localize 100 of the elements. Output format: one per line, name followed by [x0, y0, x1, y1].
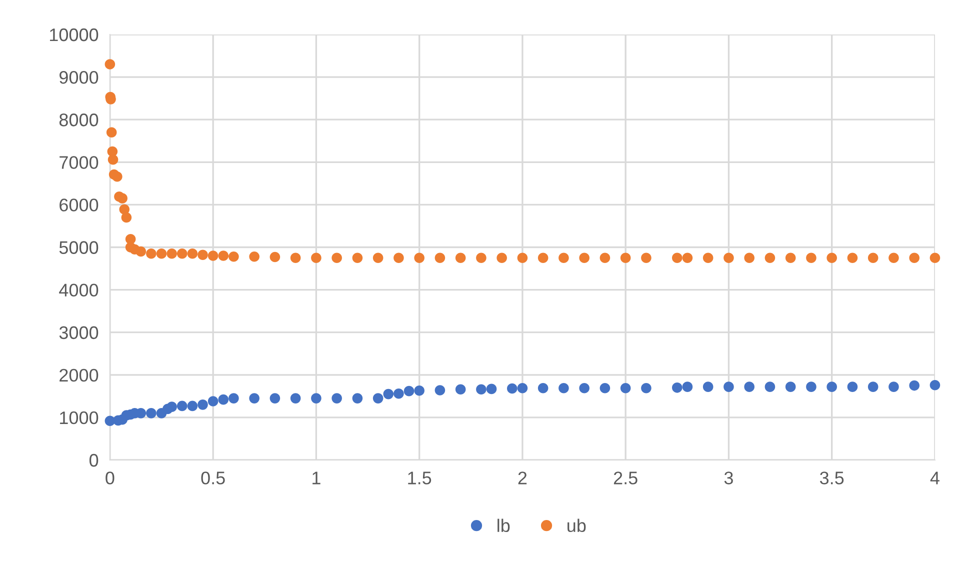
- point: [394, 252, 404, 264]
- point: [394, 388, 404, 399]
- point: [486, 384, 497, 394]
- point: [847, 382, 858, 392]
- point: [517, 252, 528, 264]
- point: [579, 252, 590, 264]
- point: [672, 252, 682, 264]
- point: [166, 248, 177, 259]
- point: [198, 250, 208, 260]
- point: [888, 252, 899, 264]
- point: [112, 171, 122, 182]
- point: [506, 383, 518, 394]
- y-tick-label: 2000: [60, 368, 98, 382]
- point: [332, 252, 342, 264]
- point: [641, 252, 652, 264]
- x-tick-label: 1.5: [408, 472, 432, 484]
- point: [930, 380, 940, 390]
- x-tick-label: 1: [312, 472, 320, 484]
- point: [476, 252, 486, 264]
- point: [517, 382, 528, 394]
- y-tick-label: 0: [89, 454, 98, 467]
- point: [352, 393, 363, 404]
- point: [579, 382, 590, 394]
- point: [558, 252, 569, 264]
- point: [744, 382, 754, 392]
- point: [847, 252, 858, 264]
- point: [332, 393, 342, 404]
- point: [826, 382, 837, 392]
- point: [311, 252, 322, 264]
- point: [156, 248, 167, 259]
- y-tick-label: 10000: [50, 28, 98, 42]
- point: [106, 127, 117, 138]
- x-tick-label: 2: [518, 472, 527, 484]
- point: [249, 251, 260, 262]
- point: [455, 384, 466, 395]
- point: [764, 252, 776, 264]
- point: [208, 396, 218, 406]
- point: [744, 252, 754, 264]
- point: [930, 252, 940, 264]
- point: [104, 59, 116, 70]
- point: [868, 252, 878, 264]
- point: [218, 250, 229, 261]
- point: [806, 382, 816, 392]
- point: [620, 252, 631, 264]
- y-tick-label: 9000: [60, 70, 98, 84]
- point: [352, 252, 363, 264]
- y-tick-label: 4000: [59, 284, 98, 297]
- point: [404, 386, 414, 396]
- point: [764, 382, 776, 392]
- point: [187, 400, 198, 412]
- point: [218, 394, 229, 405]
- point: [476, 384, 486, 395]
- point: [372, 252, 384, 264]
- point: [682, 382, 693, 392]
- point: [176, 400, 188, 412]
- legend-label: ub: [568, 518, 586, 532]
- x-tick-label: 3.5: [820, 472, 844, 484]
- point: [383, 388, 394, 400]
- y-tick-label: 5000: [59, 241, 98, 254]
- point: [496, 252, 507, 264]
- point: [121, 212, 132, 223]
- point: [187, 248, 198, 259]
- point: [208, 250, 218, 261]
- point: [538, 382, 548, 394]
- point: [806, 252, 816, 264]
- point: [270, 393, 280, 404]
- point: [785, 252, 796, 264]
- point: [372, 393, 384, 404]
- point: [600, 252, 610, 264]
- point: [434, 252, 446, 264]
- y-tick-label: 7000: [60, 156, 98, 169]
- point: [117, 193, 128, 204]
- point: [311, 393, 322, 404]
- point: [641, 382, 652, 394]
- y-tick-label: 3000: [59, 326, 98, 340]
- point: [702, 252, 714, 264]
- x-tick-label: 3: [724, 472, 733, 484]
- point: [702, 382, 714, 392]
- point: [249, 393, 260, 404]
- point: [909, 252, 920, 264]
- point: [290, 393, 301, 404]
- point: [108, 154, 118, 165]
- point: [909, 380, 920, 391]
- y-tick-label: 6000: [60, 198, 98, 212]
- point: [672, 382, 682, 393]
- point: [146, 408, 156, 418]
- point: [724, 252, 734, 264]
- point: [682, 252, 693, 264]
- point: [146, 248, 156, 259]
- point: [826, 252, 837, 264]
- x-tick-label: 2.5: [614, 472, 638, 484]
- x-tick-label: 0.5: [201, 472, 225, 484]
- point: [176, 248, 188, 259]
- y-tick-label: 1000: [60, 411, 98, 424]
- x-tick-label: 0: [106, 472, 114, 484]
- point: [228, 393, 239, 404]
- y-tick-label: 8000: [59, 114, 98, 126]
- point: [868, 382, 878, 392]
- point: [558, 382, 569, 394]
- point: [136, 246, 146, 257]
